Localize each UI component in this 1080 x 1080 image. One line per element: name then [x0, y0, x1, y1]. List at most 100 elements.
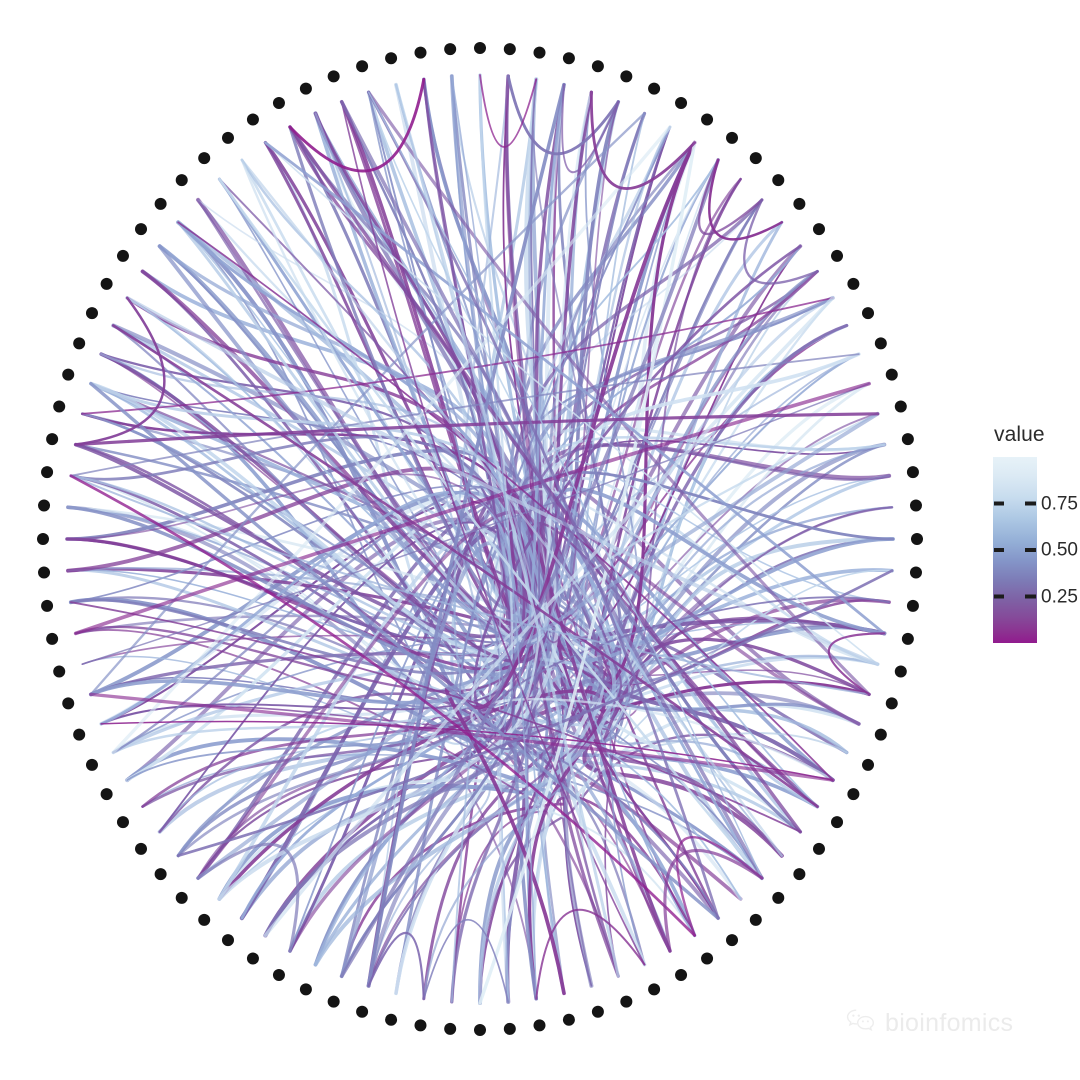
graph-edge[interactable]: [69, 601, 802, 833]
graph-node[interactable]: [85, 307, 98, 320]
graph-node[interactable]: [221, 934, 234, 947]
graph-node[interactable]: [73, 337, 86, 350]
graph-node[interactable]: [444, 1022, 457, 1035]
graph-edge[interactable]: [125, 476, 802, 834]
graph-node[interactable]: [812, 842, 825, 855]
graph-node[interactable]: [701, 113, 714, 126]
graph-node[interactable]: [385, 1013, 398, 1026]
graph-edge[interactable]: [451, 75, 537, 1000]
graph-node[interactable]: [562, 52, 575, 65]
graph-edge[interactable]: [176, 220, 617, 967]
graph-node[interactable]: [648, 82, 661, 95]
graph-node[interactable]: [46, 632, 59, 645]
graph-edge[interactable]: [590, 653, 819, 900]
graph-node[interactable]: [38, 499, 51, 512]
graph-edge[interactable]: [263, 296, 835, 938]
graph-edge[interactable]: [339, 100, 672, 953]
graph-node[interactable]: [675, 968, 688, 981]
graph-node[interactable]: [299, 82, 312, 95]
graph-node[interactable]: [749, 913, 762, 926]
graph-edge[interactable]: [217, 77, 560, 901]
graph-node[interactable]: [726, 131, 739, 144]
graph-node[interactable]: [221, 131, 234, 144]
graph-node[interactable]: [53, 665, 66, 678]
graph-edge[interactable]: [240, 158, 784, 857]
graph-node[interactable]: [675, 97, 688, 110]
graph-edge[interactable]: [743, 198, 819, 285]
graph-node[interactable]: [385, 52, 398, 65]
graph-edge[interactable]: [827, 632, 886, 696]
graph-node[interactable]: [100, 277, 113, 290]
graph-edge[interactable]: [99, 83, 566, 664]
graph-node[interactable]: [414, 46, 427, 59]
graph-edge[interactable]: [125, 296, 880, 667]
graph-node[interactable]: [503, 43, 516, 56]
graph-node[interactable]: [62, 368, 75, 381]
graph-node[interactable]: [749, 152, 762, 165]
graph-edge[interactable]: [610, 443, 886, 808]
graph-edge[interactable]: [366, 82, 566, 988]
graph-node[interactable]: [175, 891, 188, 904]
graph-node[interactable]: [154, 197, 167, 210]
graph-edge[interactable]: [675, 836, 764, 937]
graph-node[interactable]: [874, 728, 887, 741]
graph-node[interactable]: [175, 174, 188, 187]
graph-node[interactable]: [874, 337, 887, 350]
graph-node[interactable]: [648, 983, 661, 996]
graph-edge[interactable]: [288, 125, 803, 834]
graph-node[interactable]: [46, 433, 59, 446]
graph-node[interactable]: [847, 788, 860, 801]
graph-edge[interactable]: [217, 689, 606, 1001]
graph-edge[interactable]: [177, 221, 763, 879]
graph-node[interactable]: [135, 223, 148, 236]
graph-edge[interactable]: [481, 78, 891, 750]
graph-node[interactable]: [894, 400, 907, 413]
graph-edge[interactable]: [663, 849, 764, 953]
graph-edge[interactable]: [697, 158, 764, 236]
graph-node[interactable]: [503, 1022, 516, 1035]
graph-edge[interactable]: [339, 158, 720, 979]
graph-node[interactable]: [885, 697, 898, 710]
graph-edge[interactable]: [74, 296, 166, 446]
graph-node[interactable]: [862, 307, 875, 320]
graph-node[interactable]: [906, 466, 919, 479]
graph-edge[interactable]: [66, 382, 871, 740]
graph-node[interactable]: [701, 952, 714, 965]
graph-edge[interactable]: [100, 720, 834, 781]
graph-node[interactable]: [533, 1019, 546, 1032]
graph-edge[interactable]: [69, 353, 860, 477]
graph-edge[interactable]: [561, 83, 620, 173]
graph-node[interactable]: [894, 665, 907, 678]
graph-node[interactable]: [62, 697, 75, 710]
graph-edge[interactable]: [176, 269, 819, 858]
graph-node[interactable]: [591, 1005, 604, 1018]
graph-node[interactable]: [272, 97, 285, 110]
graph-node[interactable]: [533, 46, 546, 59]
graph-node[interactable]: [474, 42, 486, 54]
graph-edge[interactable]: [177, 221, 834, 781]
graph-edge[interactable]: [196, 842, 300, 953]
graph-node[interactable]: [38, 566, 51, 579]
graph-node[interactable]: [620, 70, 633, 83]
graph-edge[interactable]: [602, 616, 886, 858]
graph-node[interactable]: [909, 566, 922, 579]
graph-node[interactable]: [831, 816, 844, 829]
graph-node[interactable]: [154, 868, 167, 881]
graph-edge[interactable]: [264, 141, 886, 635]
graph-node[interactable]: [772, 891, 785, 904]
graph-node[interactable]: [847, 277, 860, 290]
graph-node[interactable]: [726, 934, 739, 947]
graph-edge[interactable]: [89, 381, 720, 920]
graph-node[interactable]: [100, 788, 113, 801]
graph-node[interactable]: [862, 758, 875, 771]
graph-edge[interactable]: [367, 931, 425, 1000]
graph-node[interactable]: [474, 1024, 486, 1036]
graph-edge[interactable]: [218, 177, 764, 880]
graph-node[interactable]: [909, 499, 922, 512]
graph-node[interactable]: [85, 758, 98, 771]
graph-edge[interactable]: [81, 297, 834, 415]
graph-node[interactable]: [41, 466, 54, 479]
graph-edge[interactable]: [288, 77, 426, 173]
graph-node[interactable]: [246, 952, 259, 965]
graph-node[interactable]: [793, 868, 806, 881]
